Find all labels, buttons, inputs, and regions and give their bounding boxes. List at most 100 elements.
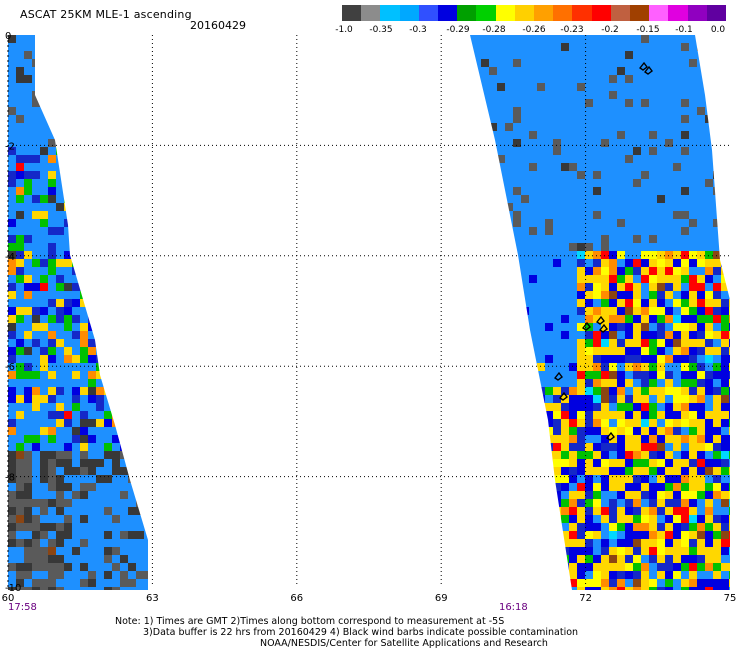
wind-cell xyxy=(545,347,553,355)
wind-cell xyxy=(32,171,40,179)
wind-cell xyxy=(473,435,481,443)
wind-cell xyxy=(609,307,617,315)
wind-cell xyxy=(24,187,32,195)
wind-cell xyxy=(80,195,88,203)
wind-cell xyxy=(128,467,136,475)
wind-cell xyxy=(80,227,88,235)
wind-cell xyxy=(681,155,689,163)
wind-cell xyxy=(470,355,473,363)
wind-cell xyxy=(529,187,537,195)
wind-cell xyxy=(104,179,112,187)
wind-cell xyxy=(128,299,136,307)
wind-cell xyxy=(8,387,16,395)
wind-cell xyxy=(120,299,128,307)
wind-cell xyxy=(513,179,521,187)
wind-cell xyxy=(505,499,513,507)
wind-cell xyxy=(553,331,561,339)
wind-cell xyxy=(56,339,64,347)
wind-cell xyxy=(569,395,577,403)
wind-cell xyxy=(577,35,585,43)
wind-cell xyxy=(713,323,721,331)
wind-cell xyxy=(521,259,529,267)
wind-cell xyxy=(481,99,489,107)
wind-cell xyxy=(120,427,128,435)
wind-cell xyxy=(48,459,56,467)
wind-cell xyxy=(545,107,553,115)
wind-cell xyxy=(665,203,673,211)
wind-cell xyxy=(529,379,537,387)
wind-cell xyxy=(104,499,112,507)
wind-cell xyxy=(633,371,641,379)
wind-cell xyxy=(545,427,553,435)
wind-cell xyxy=(585,59,593,67)
wind-cell xyxy=(96,435,104,443)
wind-cell xyxy=(136,379,144,387)
wind-cell xyxy=(697,419,705,427)
wind-cell xyxy=(593,475,601,483)
wind-cell xyxy=(40,187,48,195)
wind-cell xyxy=(633,187,641,195)
wind-cell xyxy=(505,403,513,411)
wind-cell xyxy=(88,467,96,475)
wind-cell xyxy=(112,243,120,251)
wind-cell xyxy=(104,315,112,323)
wind-cell xyxy=(473,275,481,283)
wind-cell xyxy=(625,483,633,491)
wind-cell xyxy=(80,531,88,539)
wind-cell xyxy=(96,379,104,387)
wind-cell xyxy=(513,259,521,267)
wind-cell xyxy=(32,43,40,51)
wind-cell xyxy=(697,507,705,515)
wind-cell xyxy=(8,539,16,547)
wind-cell xyxy=(120,459,128,467)
wind-cell xyxy=(537,347,545,355)
wind-cell xyxy=(649,243,657,251)
wind-cell xyxy=(593,131,601,139)
wind-cell xyxy=(32,475,40,483)
wind-cell xyxy=(56,259,64,267)
wind-cell xyxy=(481,491,489,499)
wind-cell xyxy=(16,227,24,235)
wind-cell xyxy=(689,571,697,579)
wind-cell xyxy=(513,315,521,323)
wind-cell xyxy=(80,243,88,251)
wind-cell xyxy=(649,163,657,171)
wind-cell xyxy=(104,443,112,451)
wind-cell xyxy=(112,91,120,99)
wind-cell xyxy=(56,563,64,571)
wind-cell xyxy=(513,483,521,491)
wind-cell xyxy=(593,563,601,571)
wind-cell xyxy=(80,347,88,355)
wind-cell xyxy=(88,307,96,315)
wind-cell xyxy=(489,115,497,123)
wind-cell xyxy=(24,83,32,91)
wind-cell xyxy=(96,579,104,587)
wind-cell xyxy=(689,91,697,99)
wind-cell xyxy=(585,419,593,427)
wind-cell xyxy=(585,283,593,291)
color-scale-segment xyxy=(534,5,554,21)
wind-cell xyxy=(24,515,32,523)
wind-cell xyxy=(48,379,56,387)
wind-cell xyxy=(16,83,24,91)
wind-cell xyxy=(64,579,72,587)
wind-cell xyxy=(128,67,136,75)
wind-cell xyxy=(497,563,505,571)
wind-cell xyxy=(553,291,561,299)
wind-cell xyxy=(609,235,617,243)
wind-cell xyxy=(649,563,657,571)
wind-cell xyxy=(545,331,553,339)
wind-cell xyxy=(521,363,529,371)
wind-cell xyxy=(537,67,545,75)
wind-cell xyxy=(641,403,649,411)
wind-cell xyxy=(529,443,537,451)
wind-cell xyxy=(80,339,88,347)
wind-cell xyxy=(649,91,657,99)
wind-cell xyxy=(96,59,104,67)
wind-cell xyxy=(641,331,649,339)
wind-cell xyxy=(721,483,729,491)
wind-cell xyxy=(697,371,705,379)
wind-cell xyxy=(697,331,705,339)
wind-cell xyxy=(136,51,144,59)
wind-cell xyxy=(16,235,24,243)
